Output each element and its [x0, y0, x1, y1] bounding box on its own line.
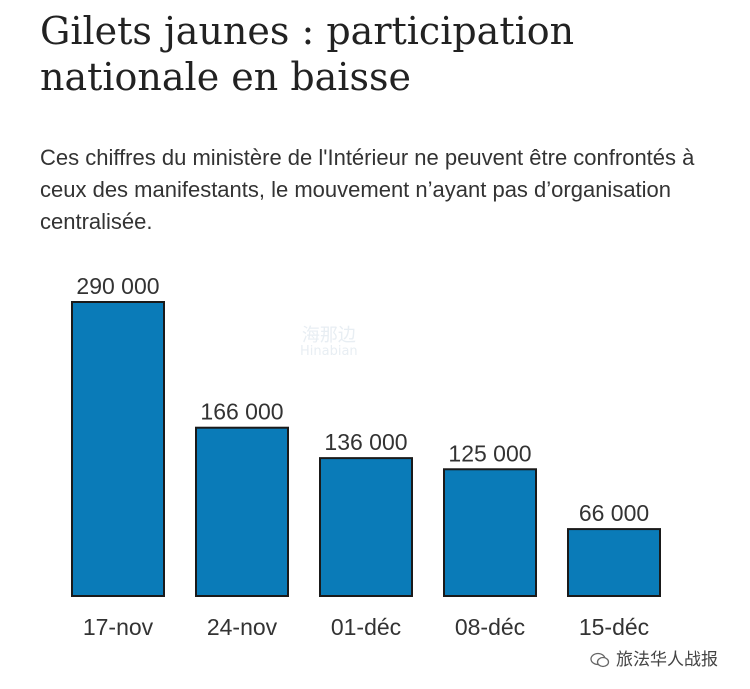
- footer-credit-text: 旅法华人战报: [616, 650, 718, 670]
- bar-17-nov: [71, 301, 165, 597]
- chart-title: Gilets jaunes : participation nationale …: [40, 9, 575, 99]
- x-tick-label: 08-déc: [455, 614, 525, 640]
- bar-value-label: 290 000: [76, 273, 159, 299]
- bar-value-label: 125 000: [448, 440, 531, 466]
- bar-value-label: 136 000: [324, 429, 407, 455]
- x-tick-label: 24-nov: [207, 614, 278, 640]
- bar-value-label: 166 000: [200, 399, 283, 425]
- bar-value-label: 66 000: [579, 500, 649, 526]
- x-tick-label: 15-déc: [579, 614, 649, 640]
- footer-credit: 旅法华人战报: [590, 645, 718, 670]
- watermark-line2: Hinabian: [300, 344, 358, 359]
- watermark: 海那边 Hinabian: [300, 325, 358, 360]
- bar-01-déc: [319, 457, 413, 597]
- bar-24-nov: [195, 426, 289, 598]
- wechat-icon: [590, 652, 610, 668]
- bar-08-déc: [443, 468, 537, 597]
- chart-subtitle: Ces chiffres du ministère de l'Intérieur…: [40, 145, 695, 234]
- x-tick-label: 17-nov: [83, 614, 154, 640]
- bar-15-déc: [567, 528, 661, 598]
- watermark-line1: 海那边: [301, 325, 356, 346]
- x-tick-label: 01-déc: [331, 614, 401, 640]
